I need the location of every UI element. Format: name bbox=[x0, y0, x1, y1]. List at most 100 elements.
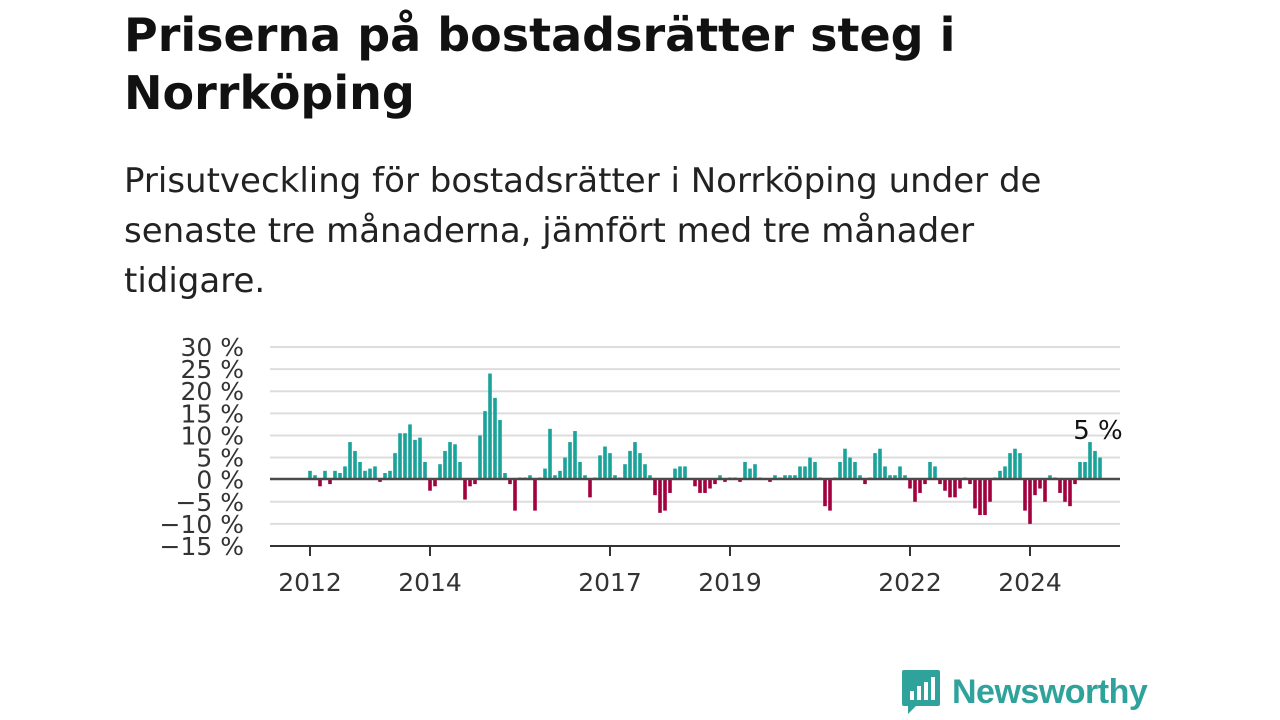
bar bbox=[378, 479, 382, 482]
bar bbox=[968, 479, 972, 485]
bar bbox=[363, 470, 367, 480]
bar bbox=[788, 475, 792, 480]
bar bbox=[808, 457, 812, 480]
bar bbox=[1078, 461, 1082, 480]
bar bbox=[843, 448, 847, 480]
bar bbox=[768, 479, 772, 482]
bar bbox=[703, 479, 707, 493]
bar bbox=[673, 468, 677, 480]
bar bbox=[1093, 450, 1097, 480]
bar bbox=[383, 473, 387, 480]
last-value-annotation: 5 % bbox=[1073, 416, 1123, 446]
bar bbox=[633, 442, 637, 480]
bar bbox=[798, 466, 802, 480]
x-tick-label: 2019 bbox=[698, 568, 762, 597]
bar bbox=[1003, 466, 1007, 480]
bar bbox=[943, 479, 947, 491]
bar bbox=[323, 470, 327, 480]
bar bbox=[423, 461, 427, 480]
bar bbox=[448, 442, 452, 480]
x-axis-tick-labels: 2012 2014 2017 2019 2022 2024 bbox=[278, 546, 1062, 597]
bar bbox=[873, 453, 877, 480]
bar bbox=[473, 479, 477, 485]
bar bbox=[738, 479, 742, 482]
bar bbox=[333, 470, 337, 480]
newsworthy-logo-icon bbox=[902, 670, 940, 714]
bar bbox=[428, 479, 432, 491]
bar bbox=[828, 479, 832, 511]
grid-lines bbox=[270, 346, 1120, 547]
bar bbox=[903, 475, 907, 480]
bar bbox=[468, 479, 472, 487]
bar bbox=[878, 448, 882, 480]
x-tick-label: 2012 bbox=[278, 568, 342, 597]
y-tick-label: 5 % bbox=[196, 444, 244, 473]
bar bbox=[803, 466, 807, 480]
bar bbox=[563, 457, 567, 480]
bar bbox=[1048, 475, 1052, 480]
bar bbox=[853, 461, 857, 480]
bar bbox=[408, 424, 412, 480]
bar bbox=[483, 411, 487, 480]
page-title: Priserna på bostadsrätter steg i Norrköp… bbox=[124, 8, 956, 120]
bar bbox=[1043, 479, 1047, 502]
bar bbox=[938, 479, 942, 485]
bar bbox=[848, 457, 852, 480]
bar bbox=[413, 439, 417, 480]
bar bbox=[403, 433, 407, 480]
bar bbox=[888, 475, 892, 480]
bar bbox=[353, 450, 357, 480]
bar bbox=[923, 479, 927, 485]
bar bbox=[583, 475, 587, 480]
y-tick-label: −15 % bbox=[160, 532, 244, 561]
bar bbox=[533, 479, 537, 511]
bar bbox=[648, 475, 652, 480]
bar bbox=[823, 479, 827, 507]
bar bbox=[1058, 479, 1062, 493]
bar bbox=[478, 435, 482, 480]
brand-name: Newsworthy bbox=[952, 672, 1148, 711]
bar bbox=[443, 450, 447, 480]
bar bbox=[933, 466, 937, 480]
bar bbox=[743, 461, 747, 480]
bar bbox=[718, 475, 722, 480]
bar bbox=[498, 419, 502, 480]
x-tick-label: 2017 bbox=[578, 568, 642, 597]
bar bbox=[708, 479, 712, 489]
bar bbox=[393, 453, 397, 480]
bar bbox=[573, 431, 577, 480]
bar bbox=[918, 479, 922, 493]
bar bbox=[493, 397, 497, 480]
axes bbox=[270, 477, 1120, 547]
y-tick-label: −10 % bbox=[160, 510, 244, 539]
bar bbox=[793, 475, 797, 480]
bar bbox=[773, 475, 777, 480]
x-tick-label: 2022 bbox=[878, 568, 942, 597]
bar bbox=[398, 433, 402, 480]
bar bbox=[613, 475, 617, 480]
bar bbox=[543, 468, 547, 480]
bar bbox=[568, 442, 572, 480]
bar bbox=[638, 453, 642, 480]
y-axis-tick-labels: 30 %25 %20 %15 %10 %5 %0 %−5 %−10 %−15 % bbox=[160, 333, 244, 561]
bar bbox=[1028, 479, 1032, 524]
bar bbox=[948, 479, 952, 498]
bar bbox=[953, 479, 957, 498]
bar bbox=[898, 466, 902, 480]
bar bbox=[913, 479, 917, 502]
bar bbox=[578, 461, 582, 480]
bar bbox=[1073, 479, 1077, 485]
bar bbox=[858, 475, 862, 480]
bar bbox=[1088, 442, 1092, 480]
bar bbox=[678, 466, 682, 480]
bar bbox=[693, 479, 697, 487]
bar bbox=[973, 479, 977, 509]
bar bbox=[553, 475, 557, 480]
bar bbox=[348, 442, 352, 480]
y-tick-label: 10 % bbox=[180, 421, 244, 450]
bar bbox=[458, 461, 462, 480]
y-tick-label: −5 % bbox=[175, 488, 244, 517]
bar bbox=[368, 468, 372, 480]
bar bbox=[683, 466, 687, 480]
bar bbox=[813, 461, 817, 480]
